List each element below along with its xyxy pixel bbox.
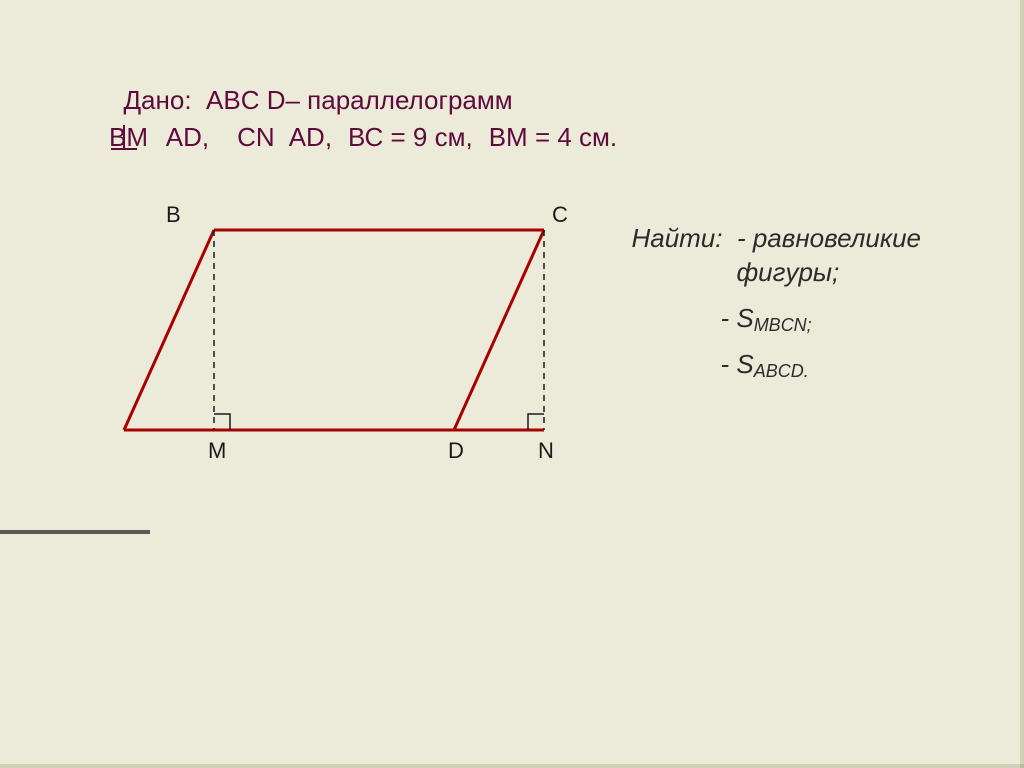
- shadow-right: [1020, 0, 1024, 768]
- given-rest: ABC D– параллелограмм: [206, 85, 513, 115]
- cn-label: CN: [237, 122, 275, 153]
- given-line2: BM AD, CN AD, ВС = 9 см, ВМ = 4 см.: [109, 122, 617, 153]
- svg-text:D: D: [448, 438, 464, 463]
- shadow-bottom: [0, 764, 1024, 768]
- svg-text:В: В: [166, 202, 181, 227]
- bc-label: ВС = 9 см,: [348, 122, 473, 153]
- find-l3-dash: - S: [720, 349, 753, 379]
- given-line1: Дано: ABC D– параллелограмм: [109, 54, 513, 116]
- bm-len-label: ВМ = 4 см.: [489, 122, 617, 153]
- svg-text:M: M: [208, 438, 226, 463]
- given-prefix: Дано:: [123, 85, 206, 115]
- bottom-bar: [0, 530, 150, 534]
- ad1-label: AD,: [160, 122, 209, 153]
- svg-text:N: N: [538, 438, 554, 463]
- perpendicular-icon: [109, 125, 139, 153]
- find-line3: - SABCD.: [706, 318, 809, 380]
- ad2-label: AD,: [289, 122, 332, 153]
- svg-text:С: С: [552, 202, 568, 227]
- parallelogram-diagram: ВСAMDN: [109, 200, 609, 480]
- find-l3-sub: ABCD.: [754, 361, 809, 381]
